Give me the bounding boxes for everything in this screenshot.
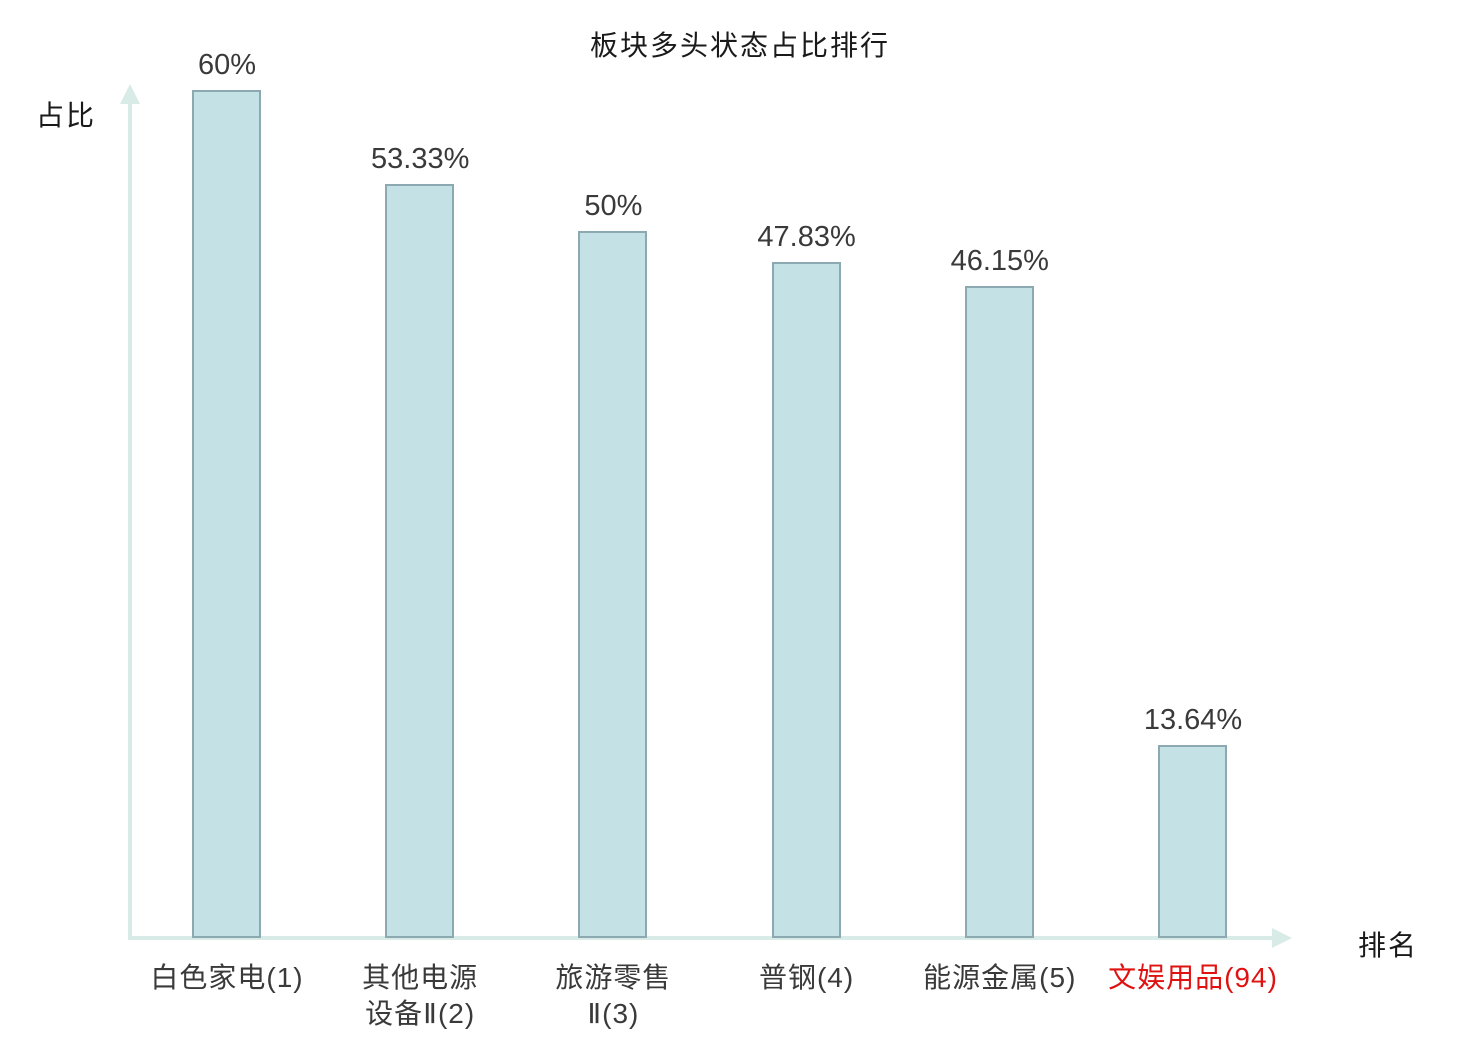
category-label-line: 其他电源 [362,962,479,993]
bar [771,262,841,938]
category-label-line: 普钢(4) [758,962,855,993]
bar-group: 60% 白色家电(1) [117,0,337,1040]
bar [1158,745,1227,938]
x-axis-line [128,936,1276,940]
y-axis-line [128,102,132,940]
bar [192,90,261,938]
bar [385,184,455,938]
bar [578,231,648,938]
bar-group: 50% 旅游零售 Ⅱ(3) [503,0,723,1040]
category-label-line: 旅游零售 [555,962,672,993]
bar-group: 13.64% 文娱用品(94) [1083,0,1303,1040]
category-label-line: 能源金属(5) [923,962,1077,993]
bar-group: 46.15% 能源金属(5) [890,0,1110,1040]
bar-value-label: 60% [197,49,257,81]
x-axis-arrow-icon [1272,928,1292,948]
bar-value-label: 53.33% [371,143,470,175]
bar-value-label: 47.83% [757,221,856,253]
y-axis-label: 占比 [36,100,97,131]
category-label-line: 文娱用品(94) [1108,962,1278,993]
bar-group: 53.33% 其他电源设备Ⅱ(2) [310,0,530,1040]
category-label-line: 设备Ⅱ(2) [365,998,476,1029]
category-label-line: 白色家电(1) [150,962,304,993]
category-label: 旅游零售 Ⅱ(3) [503,960,723,1032]
category-label-line: Ⅱ(3) [587,998,640,1029]
category-label: 能源金属(5) [890,960,1110,996]
category-label: 其他电源设备Ⅱ(2) [310,960,530,1032]
bar [964,286,1034,938]
bar-value-label: 46.15% [950,245,1049,277]
bar-value-label: 50% [584,190,643,222]
y-axis-arrow-icon [120,84,140,104]
bar-value-label: 13.64% [1143,704,1243,736]
bar-group: 47.83% 普钢(4) [697,0,917,1040]
chart-title: 板块多头状态占比排行 [589,30,890,61]
x-axis-label: 排名 [1358,930,1419,961]
category-label: 文娱用品(94) [1083,960,1303,996]
category-label: 普钢(4) [697,960,917,996]
category-label: 白色家电(1) [117,960,337,996]
